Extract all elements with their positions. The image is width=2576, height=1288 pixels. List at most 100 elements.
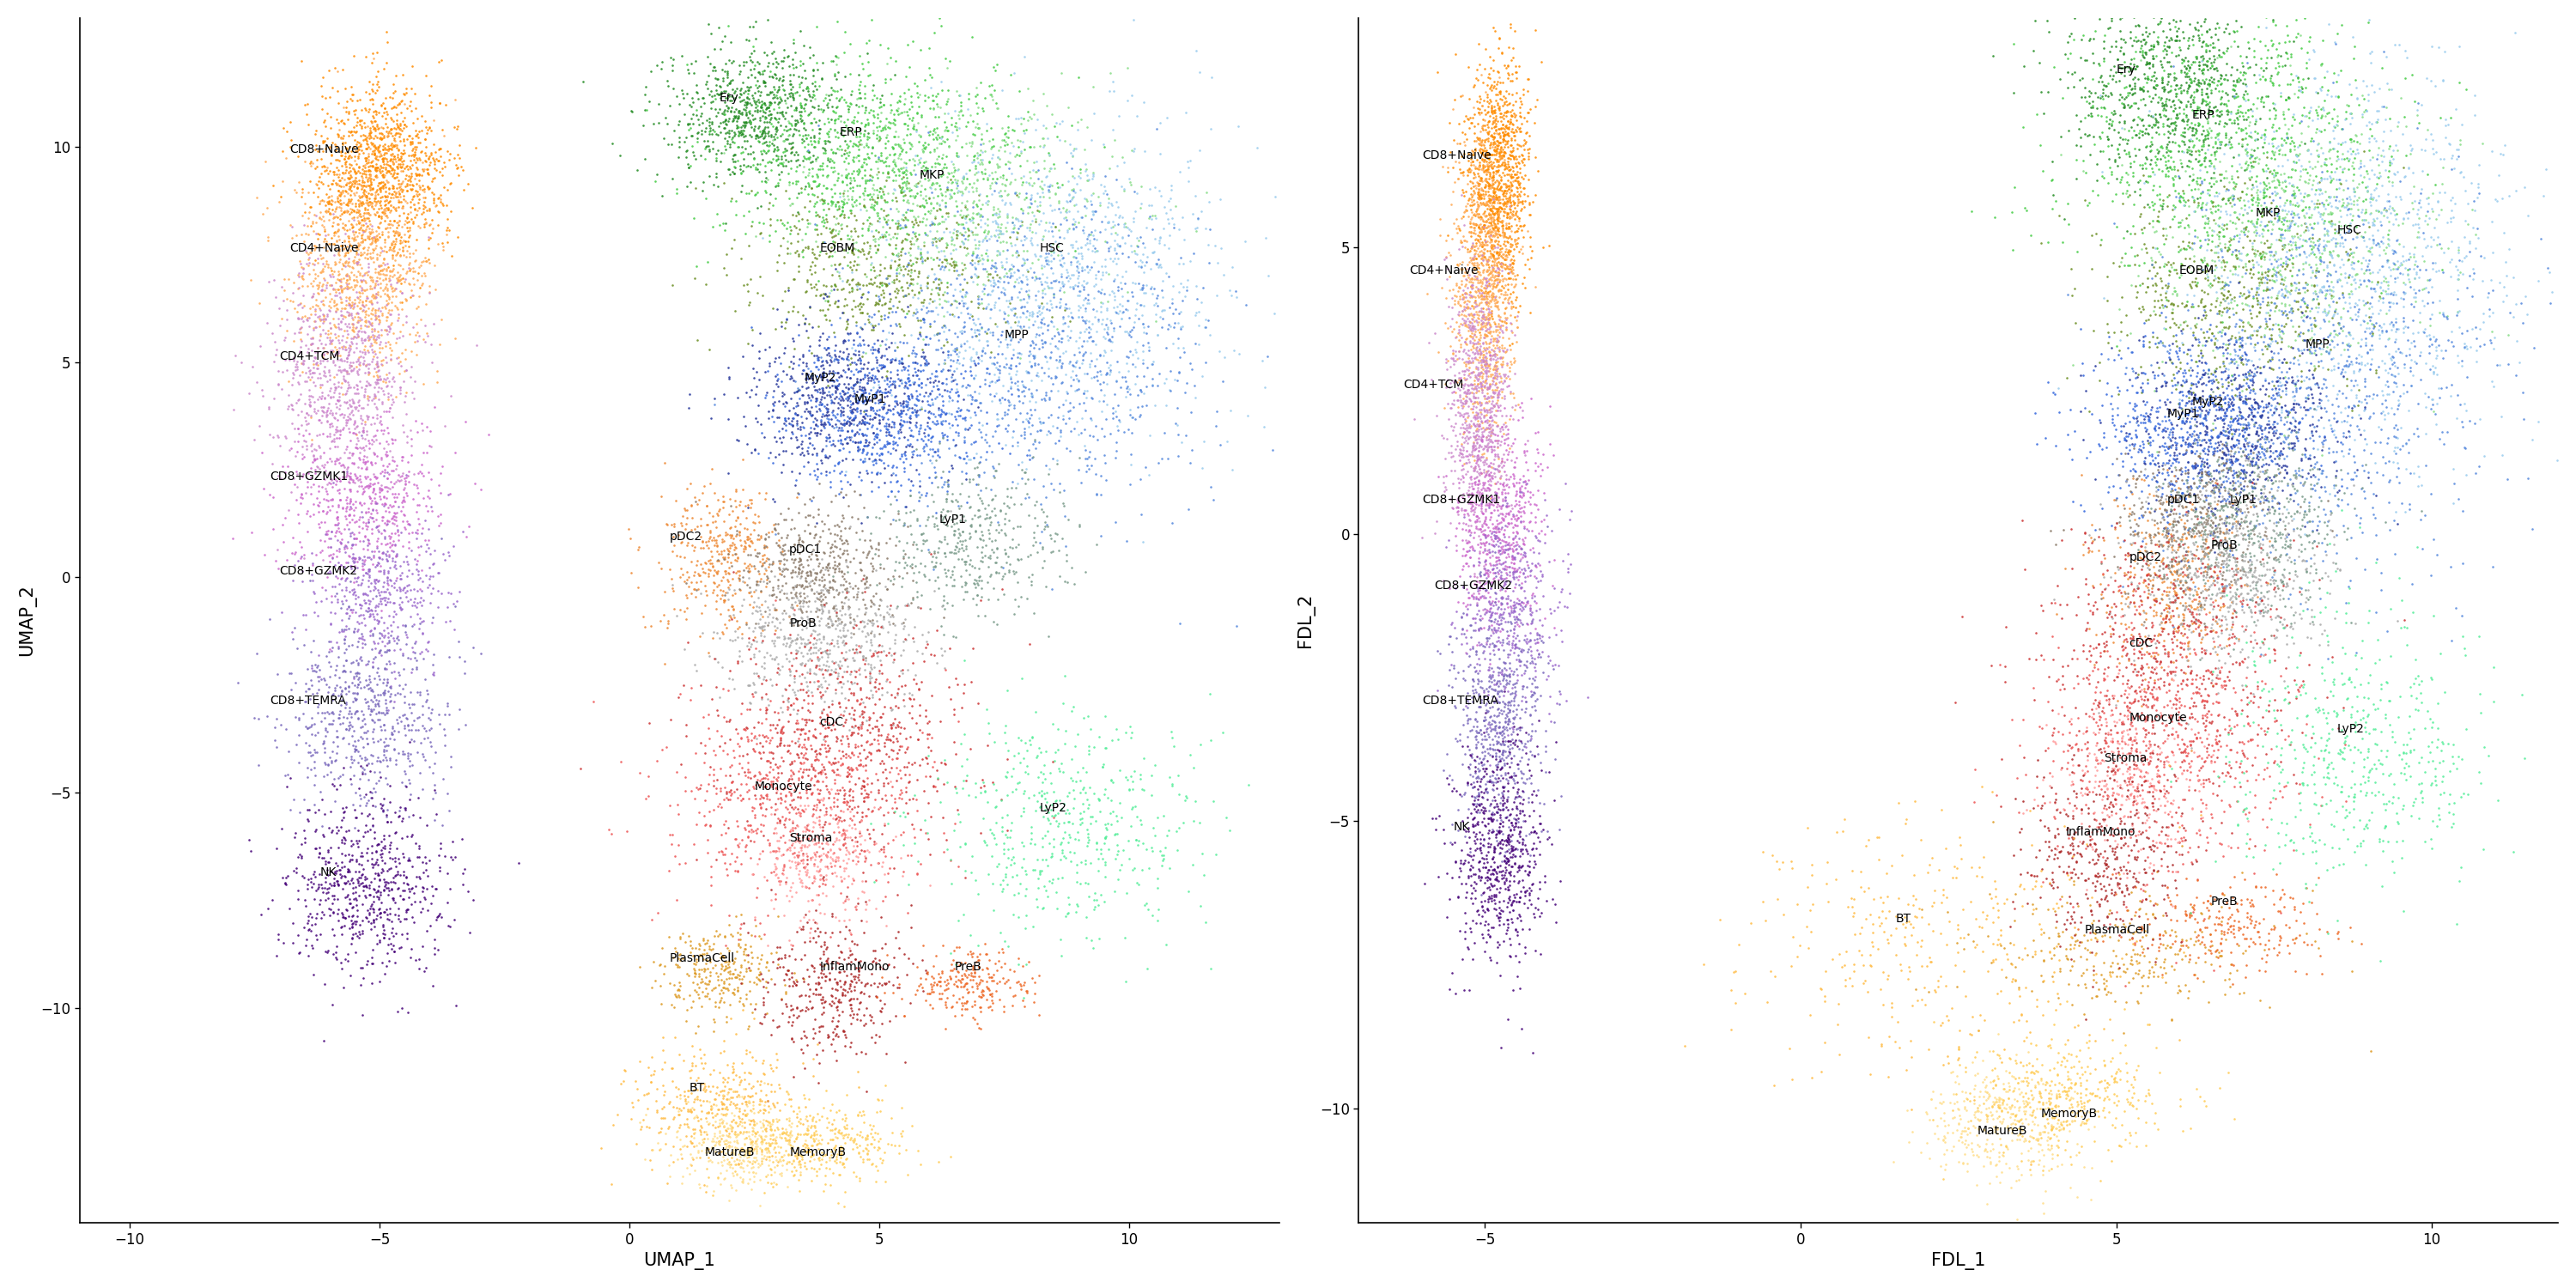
Point [2130,426,2172,447]
Point [2365,800,2406,820]
Point [2120,742,2161,762]
Point [2179,55,2221,76]
Point [796,175,837,196]
Point [348,146,389,166]
Point [801,67,842,88]
Point [1499,751,1540,772]
Point [2442,350,2483,371]
Point [768,735,809,756]
Point [2076,671,2117,692]
Point [1115,408,1157,429]
Point [796,202,837,223]
Point [938,201,979,222]
Point [729,936,770,957]
Point [770,1160,811,1181]
Point [322,829,363,850]
Point [765,648,806,668]
Point [2154,180,2195,201]
Point [355,354,397,375]
Point [721,956,762,976]
Point [688,958,729,979]
Point [2133,605,2174,626]
Point [1461,135,1502,156]
Point [2421,741,2463,761]
Point [842,777,884,797]
Point [2087,975,2128,996]
Point [2254,160,2295,180]
Point [739,155,781,175]
Point [317,299,358,319]
Point [850,672,891,693]
Point [881,866,922,886]
Point [2069,1030,2110,1051]
Point [1473,180,1515,201]
Point [289,905,330,926]
Point [850,143,891,164]
Point [330,169,371,189]
Point [1492,563,1533,583]
Point [742,1121,783,1141]
Point [881,613,922,634]
Point [345,435,386,456]
Point [840,372,881,393]
Point [1471,261,1512,282]
Point [701,1141,742,1162]
Point [2221,345,2262,366]
Point [1458,759,1499,779]
Point [2099,757,2141,778]
Point [781,102,822,122]
Point [927,252,969,273]
Point [2236,129,2277,149]
Point [2148,707,2190,728]
Point [2360,325,2401,345]
Point [822,560,863,581]
Point [2110,801,2151,822]
Point [958,528,999,549]
Point [889,134,930,155]
Point [2231,106,2272,126]
Point [848,309,889,330]
Point [732,1162,773,1182]
Point [775,949,817,970]
Point [273,913,314,934]
Point [703,491,744,511]
Point [786,634,827,654]
Point [2112,30,2154,50]
Point [1471,229,1512,250]
Point [734,1009,775,1029]
Point [1476,321,1517,341]
Point [2125,554,2166,574]
Point [1461,848,1502,868]
Point [2115,393,2156,413]
Point [2174,518,2215,538]
Point [299,350,340,371]
Point [1535,654,1577,675]
Point [1497,925,1538,945]
Point [2221,502,2262,523]
Point [358,255,399,276]
Point [1038,380,1079,401]
Point [2213,677,2254,698]
Point [345,290,386,310]
Point [930,489,971,510]
Point [2445,334,2486,354]
Point [750,1150,791,1171]
Point [920,752,961,773]
Point [1033,213,1074,233]
Point [337,219,379,240]
Point [2259,188,2300,209]
Point [819,613,860,634]
Point [778,219,819,240]
Point [2195,337,2236,358]
Point [291,334,332,354]
Point [827,325,868,345]
Point [2066,756,2107,777]
Point [1528,653,1569,674]
Point [348,102,389,122]
Point [330,180,371,201]
Point [286,717,327,738]
Point [258,298,299,318]
Point [781,873,822,894]
Point [1154,313,1195,334]
Point [2277,354,2318,375]
